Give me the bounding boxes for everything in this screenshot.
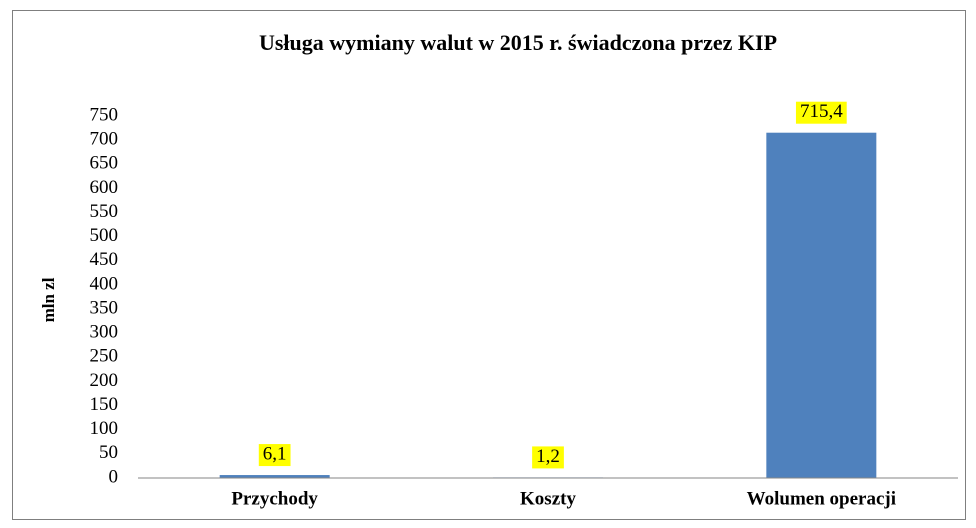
- y-tick-label: 450: [90, 249, 119, 270]
- data-label-bg: [532, 446, 564, 469]
- y-tick-label: 500: [90, 225, 119, 246]
- y-tick-label: 700: [90, 128, 119, 149]
- y-tick-label: 350: [90, 297, 119, 318]
- y-tick-label: 200: [90, 370, 119, 391]
- bar: [766, 132, 877, 479]
- x-tick-label: Wolumen operacji: [747, 488, 896, 509]
- y-axis-label: mln zl: [39, 277, 58, 322]
- y-tick-label: 100: [90, 418, 119, 439]
- y-tick-label: 750: [90, 104, 119, 125]
- y-tick-label: 300: [90, 322, 119, 343]
- data-label: 1,2: [536, 446, 560, 467]
- data-label-bg: [258, 444, 291, 467]
- y-tick-label: 400: [90, 273, 119, 294]
- y-tick-label: 600: [90, 177, 119, 198]
- data-label-bg: [795, 101, 847, 124]
- y-tick-label: 550: [90, 201, 119, 222]
- y-tick-label: 650: [90, 153, 119, 174]
- y-tick-label: 50: [99, 442, 118, 463]
- chart-title: Usługa wymiany walut w 2015 r. świadczon…: [259, 30, 777, 55]
- x-tick-label: Przychody: [231, 488, 318, 509]
- data-label: 715,4: [800, 101, 843, 122]
- x-tick-label: Koszty: [520, 488, 576, 509]
- bar: [219, 475, 330, 478]
- y-tick-label: 250: [90, 346, 119, 367]
- data-label: 6,1: [263, 443, 287, 464]
- y-tick-label: 0: [109, 466, 119, 487]
- y-tick-label: 150: [90, 394, 119, 415]
